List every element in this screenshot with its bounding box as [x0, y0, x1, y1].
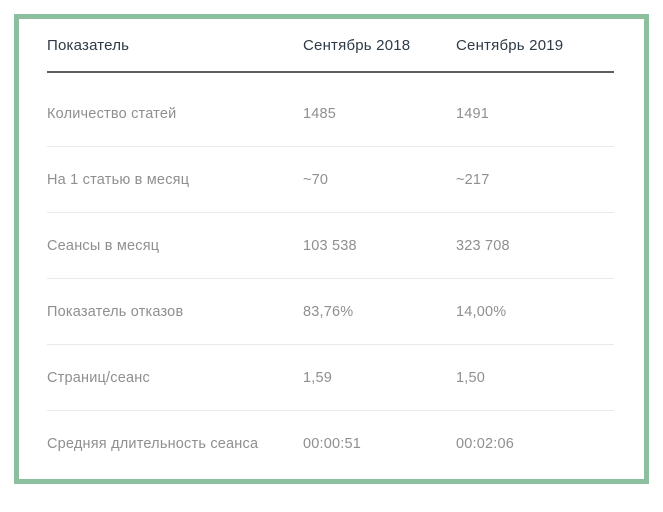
value-2019: 14,00%: [456, 303, 507, 320]
value-2018: 1,59: [303, 369, 333, 386]
value-2018: 83,76%: [303, 303, 354, 320]
table-row: Сеансы в месяц 103 538 323 708: [47, 213, 614, 279]
table-body: Количество статей 1485 1491 На 1 статью в м…: [47, 81, 614, 476]
value-2019: 323 708: [456, 237, 510, 254]
table-row: Количество статей 1485 1491: [47, 81, 614, 147]
metrics-table-card: Показатель Сентябрь 2018 Сентябрь 2019 К…: [14, 14, 649, 484]
column-header-metric: Показатель: [47, 36, 130, 54]
value-2018: ~70: [303, 171, 329, 188]
value-2018: 103 538: [303, 237, 357, 254]
table-row: На 1 статью в месяц ~70 ~217: [47, 147, 614, 213]
column-header-sep-2019: Сентябрь 2019: [456, 36, 564, 54]
table-row: Страниц/сеанс 1,59 1,50: [47, 345, 614, 411]
column-header-sep-2018: Сентябрь 2018: [303, 36, 411, 54]
table-row: Средняя длительность сеанса 00:00:51 00:02…: [47, 411, 614, 476]
value-2019: 00:02:06: [456, 435, 515, 452]
metric-label: Страниц/сеанс: [47, 369, 150, 386]
metric-label: На 1 статью в месяц: [47, 171, 190, 188]
metric-label: Количество статей: [47, 105, 177, 122]
metric-label: Сеансы в месяц: [47, 237, 160, 254]
metric-label: Показатель отказов: [47, 303, 184, 320]
value-2018: 1485: [303, 105, 337, 122]
table-row: Показатель отказов 83,76% 14,00%: [47, 279, 614, 345]
value-2019: 1,50: [456, 369, 486, 386]
table-header-row: Показатель Сентябрь 2018 Сентябрь 2019: [47, 19, 614, 73]
value-2019: 1491: [456, 105, 490, 122]
comparison-table: Показатель Сентябрь 2018 Сентябрь 2019 К…: [19, 19, 644, 476]
value-2019: ~217: [456, 171, 490, 188]
metric-label: Средняя длительность сеанса: [47, 435, 259, 452]
value-2018: 00:00:51: [303, 435, 362, 452]
